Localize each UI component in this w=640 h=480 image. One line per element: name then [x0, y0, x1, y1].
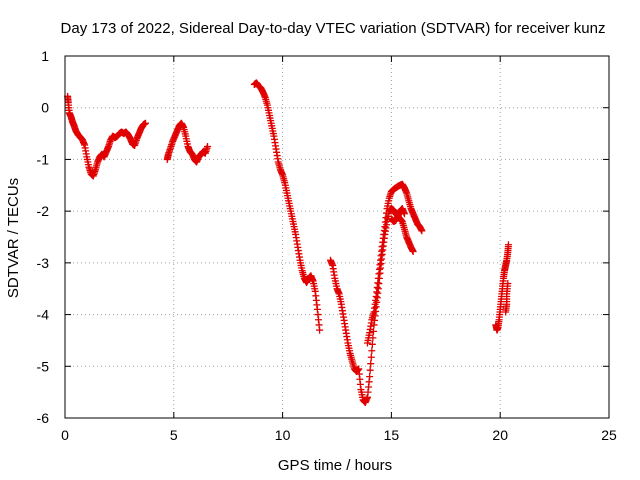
data-point: [142, 119, 150, 127]
x-tick-label: 0: [61, 427, 69, 443]
data-points: [64, 79, 512, 406]
axis-ticks: 0 5 10 15 20 25 -6 -5 -4 -3 -2 -1 0 1: [37, 48, 617, 443]
data-point: [367, 353, 375, 361]
data-point: [400, 210, 408, 218]
y-tick-label: 1: [41, 48, 49, 64]
data-point: [409, 247, 417, 255]
data-point: [368, 347, 376, 355]
y-tick-label: -1: [37, 151, 50, 167]
data-point: [418, 227, 426, 235]
x-axis-label: GPS time / hours: [278, 457, 392, 474]
x-tick-label: 10: [275, 427, 291, 443]
x-tick-label: 5: [170, 427, 178, 443]
x-tick-label: 25: [601, 427, 617, 443]
data-point: [504, 241, 512, 249]
data-point: [367, 360, 375, 368]
x-tick-label: 15: [384, 427, 400, 443]
y-tick-label: -6: [37, 410, 50, 426]
y-tick-label: -2: [37, 203, 50, 219]
y-axis-label: SDTVAR / TECUs: [5, 178, 22, 298]
y-tick-label: -3: [37, 255, 50, 271]
y-tick-label: -5: [37, 358, 50, 374]
data-point: [366, 373, 374, 381]
data-point: [204, 143, 212, 150]
chart-title: Day 173 of 2022, Sidereal Day-to-day VTE…: [61, 20, 606, 37]
y-tick-label: -4: [37, 307, 50, 323]
data-point: [316, 326, 324, 334]
grid-lines: [65, 56, 609, 418]
plot-frame: [64, 55, 610, 419]
data-point: [366, 366, 374, 374]
x-tick-label: 20: [492, 427, 508, 443]
data-point: [504, 280, 512, 288]
data-point: [368, 340, 376, 348]
y-tick-label: 0: [41, 100, 49, 116]
